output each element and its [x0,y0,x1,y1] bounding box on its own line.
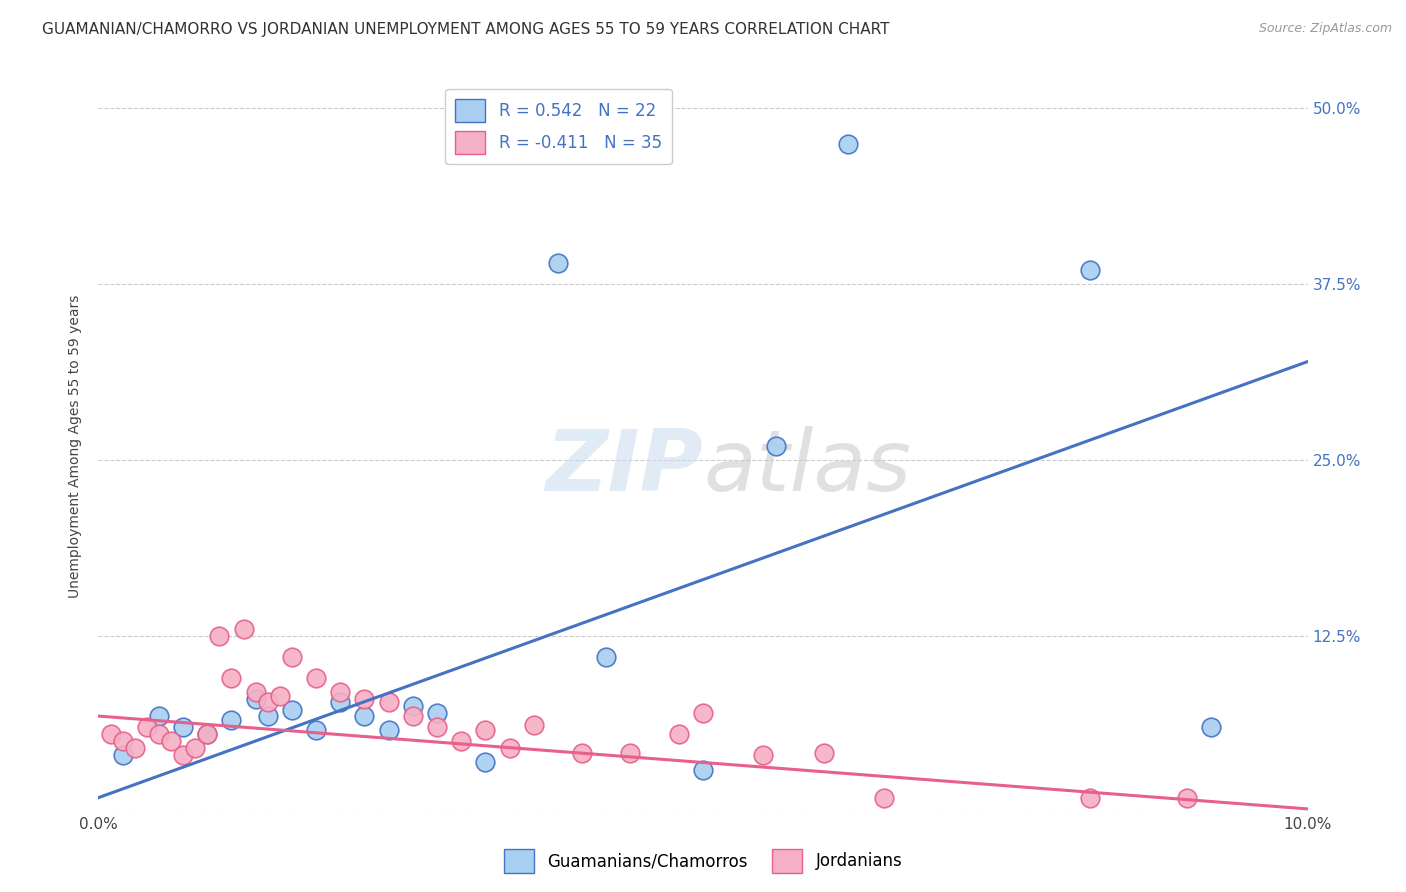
Point [813,746,835,760]
Point [692,763,714,777]
Point [172,748,194,763]
Point [111,748,134,763]
Point [595,650,617,665]
Point [402,709,425,723]
Text: GUAMANIAN/CHAMORRO VS JORDANIAN UNEMPLOYMENT AMONG AGES 55 TO 59 YEARS CORRELATI: GUAMANIAN/CHAMORRO VS JORDANIAN UNEMPLOY… [42,22,890,37]
Point [221,714,243,728]
Point [281,650,304,665]
Point [305,723,328,738]
Point [1078,790,1101,805]
Point [195,727,218,741]
Point [619,746,641,760]
Point [245,692,267,706]
Point [329,685,352,699]
Point [195,727,218,741]
Legend: R = 0.542   N = 22, R = -0.411   N = 35: R = 0.542 N = 22, R = -0.411 N = 35 [446,88,672,164]
Point [100,727,122,741]
Point [752,748,775,763]
Point [148,709,170,723]
Text: Source: ZipAtlas.com: Source: ZipAtlas.com [1258,22,1392,36]
Point [498,741,520,756]
Y-axis label: Unemployment Among Ages 55 to 59 years: Unemployment Among Ages 55 to 59 years [69,294,83,598]
Text: atlas: atlas [703,426,911,509]
Point [353,692,375,706]
Point [426,720,449,734]
Point [1175,790,1198,805]
Point [523,717,546,731]
Point [329,695,352,709]
Point [873,790,896,805]
Point [245,685,267,699]
Text: ZIP: ZIP [546,426,703,509]
Point [1078,263,1101,277]
Point [160,734,183,748]
Point [837,136,859,151]
Point [208,629,231,643]
Point [450,734,472,748]
Point [353,709,375,723]
Point [184,741,207,756]
Point [1199,720,1222,734]
Legend: Guamanians/Chamorros, Jordanians: Guamanians/Chamorros, Jordanians [496,842,910,880]
Point [474,723,496,738]
Point [232,622,254,636]
Point [111,734,134,748]
Point [305,671,328,685]
Point [426,706,449,721]
Point [571,746,593,760]
Point [377,723,399,738]
Point [148,727,170,741]
Point [547,256,569,270]
Point [377,695,399,709]
Point [256,709,278,723]
Point [281,703,304,717]
Point [124,741,146,756]
Point [402,699,425,714]
Point [135,720,157,734]
Point [221,671,243,685]
Point [668,727,690,741]
Point [692,706,714,721]
Point [765,439,787,453]
Point [269,690,291,704]
Point [256,695,278,709]
Point [474,756,496,770]
Point [172,720,194,734]
